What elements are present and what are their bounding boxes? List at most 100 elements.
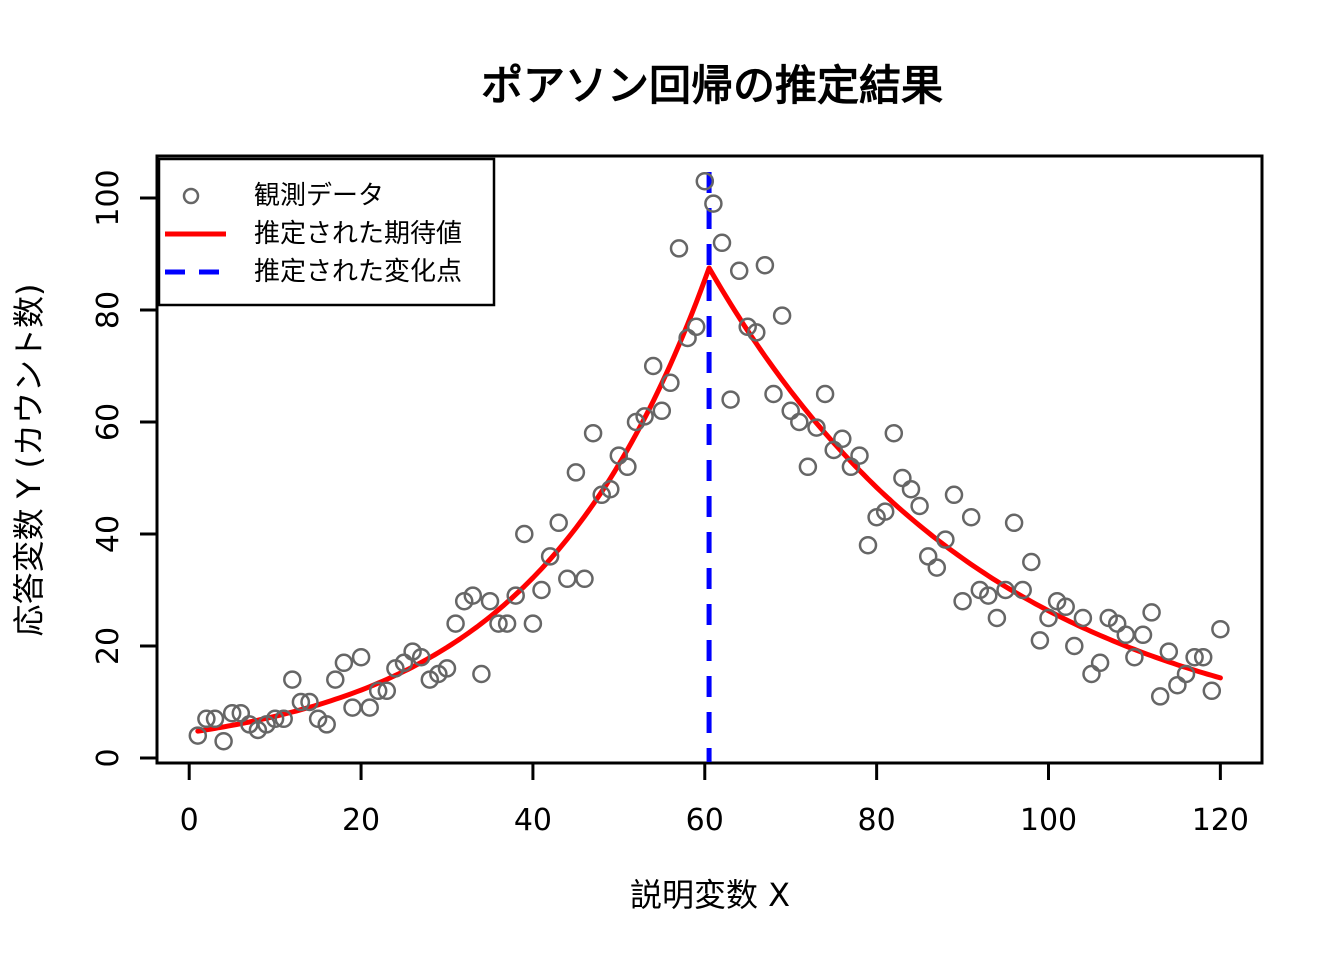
x-tick-label: 80 (858, 803, 896, 838)
data-point (875, 502, 895, 521)
data-point (729, 261, 749, 281)
y-tick-label: 40 (91, 515, 126, 553)
data-point (833, 429, 852, 449)
data-point (1056, 597, 1075, 617)
data-point (1125, 647, 1144, 667)
data-point (884, 423, 904, 443)
y-axis-label: 応答変数 Y (カウント数) (10, 284, 48, 637)
x-tick-label: 40 (514, 803, 552, 838)
data-point (411, 647, 431, 667)
data-point (1065, 636, 1084, 656)
data-point (781, 401, 800, 421)
data-point (1150, 687, 1170, 706)
data-point (274, 709, 293, 729)
data-point (807, 418, 826, 437)
data-point (643, 356, 663, 376)
data-point (790, 412, 809, 432)
data-point (489, 614, 508, 633)
data-point (1090, 653, 1110, 673)
data-point (317, 715, 336, 734)
data-point (463, 586, 483, 605)
data-point (936, 530, 955, 549)
fitted-curve-line (195, 265, 1223, 734)
plot-frame (155, 154, 1264, 765)
data-point (351, 647, 371, 667)
data-point (1185, 647, 1204, 667)
data-point (652, 401, 672, 421)
data-point (1030, 631, 1050, 650)
data-point (214, 731, 233, 751)
data-point (566, 463, 586, 482)
data-point (918, 547, 938, 566)
y-tick-label: 100 (91, 169, 126, 226)
data-point (1082, 664, 1101, 684)
data-point (1116, 625, 1136, 645)
data-point (1004, 513, 1024, 533)
y-tick-label: 0 (91, 748, 126, 767)
x-tick-label: 100 (1020, 803, 1077, 838)
legend-open-circle-icon (182, 187, 200, 205)
data-point (686, 317, 706, 337)
x-tick-label: 120 (1192, 803, 1249, 838)
chart-title: ポアソン回帰の推定結果 (481, 61, 943, 110)
data-point (291, 692, 311, 712)
data-point (712, 233, 732, 253)
data-points-group (188, 171, 1230, 751)
data-point (944, 485, 964, 505)
data-point (437, 659, 457, 678)
data-point (618, 457, 637, 477)
data-point (205, 709, 225, 729)
legend-item-fitted-mean: 推定された期待値 (254, 219, 462, 249)
x-axis-ticks: 0 20 40 60 80 100 120 (180, 763, 1249, 838)
data-point (893, 468, 912, 488)
data-point (1133, 625, 1153, 645)
data-point (334, 653, 354, 673)
data-point (979, 586, 998, 605)
data-point (1193, 647, 1213, 667)
data-point (360, 698, 379, 717)
data-point (377, 681, 397, 701)
data-point (497, 614, 517, 633)
x-tick-label: 60 (686, 803, 724, 838)
data-point (515, 524, 534, 544)
data-point (858, 535, 878, 555)
legend-item-change-point: 推定された変化点 (254, 257, 462, 287)
data-point (326, 670, 345, 689)
data-point (850, 446, 869, 465)
data-point (1211, 619, 1230, 639)
data-point (575, 569, 594, 589)
data-point (601, 479, 620, 499)
data-point (764, 384, 783, 404)
data-point (532, 580, 551, 600)
data-point (669, 239, 689, 258)
data-point (222, 703, 242, 723)
data-point (197, 709, 216, 729)
data-point (1176, 664, 1196, 684)
data-point (480, 591, 500, 611)
fitted-curve-group (195, 265, 1223, 734)
data-point (1159, 642, 1179, 661)
data-point (1022, 552, 1041, 572)
data-point (815, 384, 835, 404)
y-tick-label: 60 (91, 403, 126, 441)
data-point (704, 194, 723, 213)
data-point (927, 558, 947, 577)
data-point (472, 664, 491, 684)
data-point (1073, 608, 1093, 628)
data-point (755, 255, 775, 275)
data-point (1013, 580, 1032, 600)
x-tick-label: 20 (342, 803, 380, 838)
data-point (910, 496, 929, 516)
x-axis-label: 説明変数 X (630, 876, 790, 914)
y-tick-label: 80 (91, 291, 126, 329)
data-point (283, 670, 302, 689)
data-point (987, 608, 1007, 628)
data-point (540, 547, 560, 566)
x-tick-label: 0 (180, 803, 199, 838)
data-point (343, 698, 362, 717)
data-point (549, 513, 568, 533)
data-point (635, 407, 654, 426)
data-point (1142, 603, 1161, 622)
